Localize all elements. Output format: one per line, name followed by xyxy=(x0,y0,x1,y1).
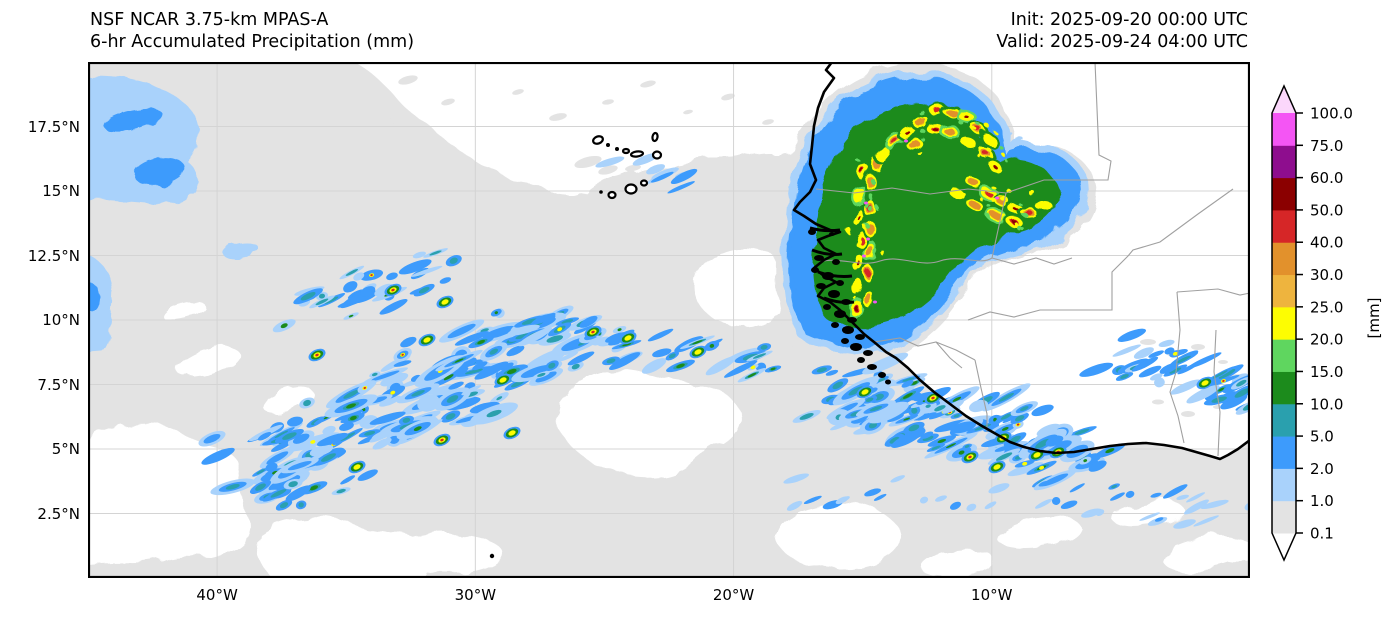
colorbar: 100.0 75.0 60.0 50.0 40.0 30.0 25.0 20.0 15.0 10.… xyxy=(1264,80,1394,580)
colorbar-tick-label: 60.0 xyxy=(1310,169,1343,187)
map-frame xyxy=(88,62,1250,578)
colorbar-tick-label: 75.0 xyxy=(1310,137,1343,155)
title-line2: 6-hr Accumulated Precipitation (mm) xyxy=(90,32,415,52)
x-tick-label: 20°W xyxy=(712,586,755,604)
precipitation-map xyxy=(88,62,1250,578)
colorbar-tick-label: 25.0 xyxy=(1310,298,1343,316)
init-time: Init: 2025-09-20 00:00 UTC xyxy=(1010,10,1248,30)
rocks-islet xyxy=(489,553,495,559)
colorbar-tick-label: 20.0 xyxy=(1310,331,1343,349)
y-tick-label: 17.5°N xyxy=(27,117,80,136)
colorbar-tick-label: 40.0 xyxy=(1310,234,1343,252)
light-precip-patches xyxy=(380,75,1246,417)
y-tick-label: 15°N xyxy=(42,182,80,200)
precipitation-mcs-arc xyxy=(783,70,1090,356)
northwest-light-rain-patches xyxy=(88,75,258,354)
x-tick-label: 40°W xyxy=(196,586,238,604)
colorbar-tick-label: 2.0 xyxy=(1310,460,1334,478)
colorbar-tick-label: 1.0 xyxy=(1310,492,1334,510)
colorbar-tick-label: 30.0 xyxy=(1310,266,1343,284)
country-borders xyxy=(815,62,1250,457)
x-tick-label: 30°W xyxy=(454,586,497,604)
y-tick-label: 2.5°N xyxy=(37,504,80,523)
y-tick-label: 10°N xyxy=(42,311,80,329)
colorbar-tick-label: 0.1 xyxy=(1310,525,1334,543)
figure-title: NSF NCAR 3.75-km MPAS-A 6-hr Accumulated … xyxy=(90,9,414,53)
convective-cell-fields xyxy=(198,153,1250,529)
estuary-detail xyxy=(808,226,891,385)
colorbar-unit-label: [mm] xyxy=(1365,297,1383,339)
x-tick-label: 10°W xyxy=(971,586,1013,604)
colorbar-tick-label: 50.0 xyxy=(1310,201,1343,219)
title-line1: NSF NCAR 3.75-km MPAS-A xyxy=(90,10,329,30)
colorbar-tick-label: 100.0 xyxy=(1310,105,1353,123)
map-canvas xyxy=(88,62,1250,578)
valid-time: Valid: 2025-09-24 04:00 UTC xyxy=(996,32,1248,52)
y-tick-label: 12.5°N xyxy=(27,246,80,265)
colorbar-tick-label: 5.0 xyxy=(1310,428,1334,446)
y-tick-label: 5°N xyxy=(51,440,80,458)
run-times: Init: 2025-09-20 00:00 UTC Valid: 2025-09… xyxy=(996,9,1248,53)
colorbar-tick-label: 15.0 xyxy=(1310,363,1343,381)
cape-verde-islands xyxy=(489,131,663,559)
y-tick-label: 7.5°N xyxy=(37,375,80,394)
colorbar-tick-label: 10.0 xyxy=(1310,395,1343,413)
coastline xyxy=(489,62,1250,559)
